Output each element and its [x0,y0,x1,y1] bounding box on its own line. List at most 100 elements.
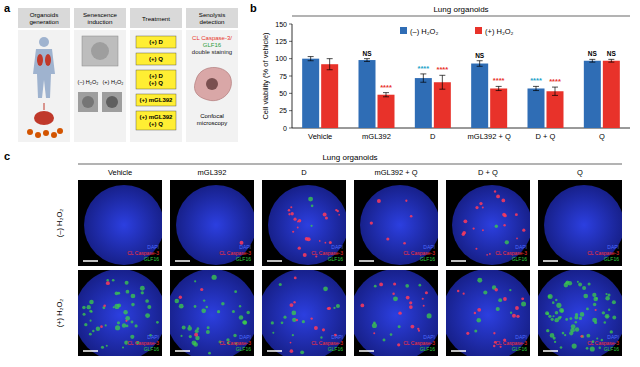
glf16-signal [112,279,115,282]
glf16-signal [382,339,385,342]
significance-label: NS [475,52,485,59]
stain-label: GLF16 [328,256,344,262]
caspase-signal [522,229,525,232]
treatment-label: (+) mGL392 [140,97,174,103]
step-panel [130,30,182,142]
caspase-signal [494,190,496,192]
glf16-signal [418,284,421,287]
step-header [186,8,238,28]
y-tick-label: 150 [275,21,287,28]
caspase-signal [106,281,110,285]
error-cap [477,66,483,67]
glf16-signal [476,318,481,323]
column-label: mGL392 [198,168,227,177]
caspase-signal [307,237,311,241]
caspase-signal [291,212,294,215]
glf16-signal [495,225,498,228]
error-bar [552,87,558,95]
glf16-signal [272,332,274,334]
error-cap [589,62,595,63]
error-bar [383,93,389,97]
glf16-signal [552,301,555,304]
caspase-signal [377,199,381,203]
caspase-signal [310,317,312,319]
step-title: Treatment [142,15,170,22]
organoid [544,185,622,265]
glf16-signal [546,329,549,332]
glf16-signal [505,240,509,244]
bar [302,59,319,128]
micrograph [446,270,530,356]
error-cap [439,75,445,76]
x-tick-label: D + Q [536,132,556,141]
glf16-signal [221,302,224,305]
x-tick-label: mGL392 + Q [468,132,511,141]
y-tick [289,110,292,111]
glf16-signal [551,318,554,321]
glf16-signal [510,312,512,314]
error-stem [592,59,593,62]
glf16-signal [188,325,190,327]
glf16-signal [125,281,129,285]
step-panel [74,30,126,142]
glf16-signal [579,317,582,320]
column-label: D [301,168,307,177]
glf16-signal [560,346,563,349]
title-rule [292,16,630,17]
caspase-signal [200,288,203,291]
glf16-signal [203,299,205,301]
treatment-box [136,36,176,48]
y-axis-label: Cell viability (% of vehicle) [261,32,270,120]
caspase-signal [595,309,597,311]
glf16-signal [577,281,579,283]
significance-label: **** [493,76,505,85]
glf16-signal [194,305,197,308]
micrograph [170,180,254,266]
glf16-signal [483,290,487,294]
glf16-signal [604,321,606,323]
organoid [176,185,254,265]
micrograph [78,270,162,356]
caspase-signal [125,320,127,322]
organoid [262,270,346,356]
glf16-signal [311,205,314,208]
glf16-signal [559,308,564,313]
caspase-signal [288,213,290,215]
glf16-signal [82,306,86,310]
glf16-signal [548,315,551,318]
error-bar [608,59,614,62]
glf16-signal [373,321,376,324]
y-tick [289,128,292,129]
stain-label: GLF16 [203,42,222,48]
error-cap [552,95,558,96]
treatment-label: (+) D [149,73,163,79]
organoid [538,270,622,356]
bars [302,57,620,128]
error-stem [536,86,537,90]
error-stem [310,57,311,61]
caspase-signal [314,326,318,330]
caspase-signal [327,307,330,310]
stain-label: GLF16 [512,256,528,262]
step-header [130,8,182,28]
stain-label: double staining [192,49,232,55]
caspase-signal [516,238,518,240]
caspase-signal [482,229,484,231]
micrograph [78,180,162,266]
error-bar [589,59,595,62]
panel-label: b [250,2,257,14]
caspase-signal [338,214,340,216]
glf16-signal [281,321,284,324]
scale-bar [175,260,190,262]
caspase-signal [409,305,413,309]
bar [378,95,395,128]
caspase-signal [323,213,327,217]
error-cap [533,86,539,87]
caspase-signal [393,282,396,285]
y-tick [289,76,292,77]
bar [490,88,507,128]
caspase-signal [325,216,328,219]
caspase-signal [397,343,400,346]
step-title: Senescence [83,11,118,18]
error-stem [329,59,330,70]
